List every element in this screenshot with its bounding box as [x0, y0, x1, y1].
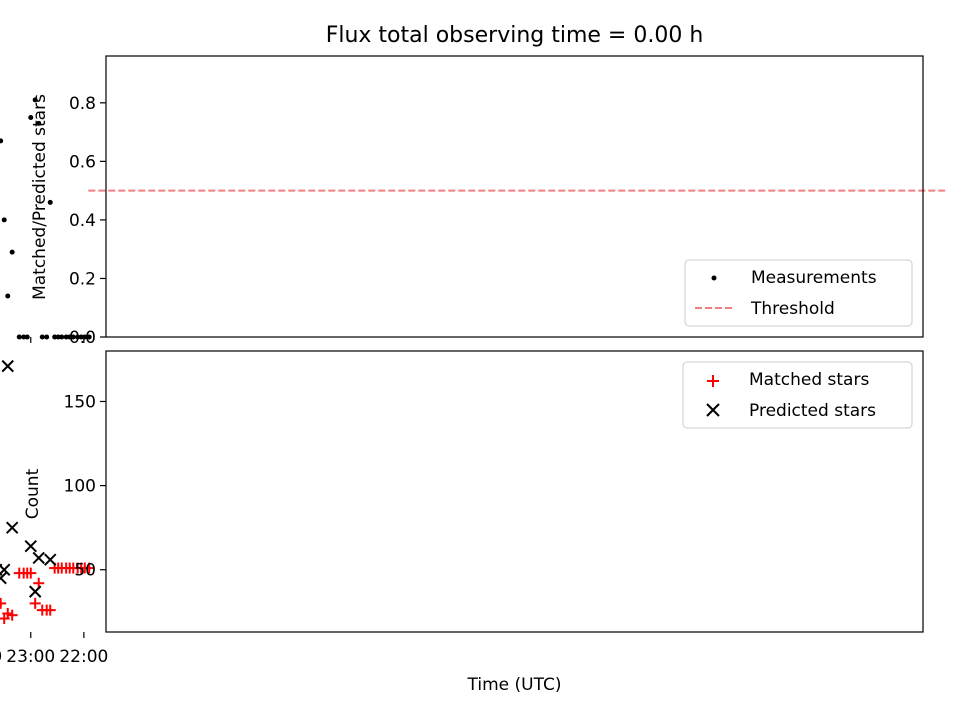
top-x-ticks	[30, 337, 85, 343]
bottom-legend: Matched stars Predicted stars	[682, 361, 913, 429]
top-y-tick-label: 0.8	[69, 94, 96, 114]
top-y-axis-label: Matched/Predicted stars	[30, 94, 50, 300]
bottom-frame	[105, 350, 924, 633]
top-axes: 0.00.20.40.60.8 Matched/Predicted stars …	[0, 55, 946, 348]
top-y-tick-label: 0.4	[69, 211, 96, 231]
matched-star-point	[0, 597, 7, 609]
predicted-star-point	[1, 359, 14, 373]
top-y-tick-label: 0.0	[69, 328, 96, 348]
bottom-x-ticks: 22:0023:0000:0001:0002:0003:0004:0005:00…	[0, 632, 108, 667]
matched-star-point	[29, 597, 41, 609]
predicted-star-point	[0, 571, 7, 585]
measurement-point	[9, 249, 15, 255]
measurement-point	[1, 217, 7, 223]
measurement-point	[32, 97, 38, 103]
bottom-marks	[0, 359, 95, 625]
measurement-point	[0, 138, 4, 144]
measurement-point	[67, 334, 73, 340]
measurement-point	[59, 334, 65, 340]
predicted-star-point	[28, 585, 42, 598]
measurement-point	[75, 334, 81, 340]
bottom-y-tick-label: 50	[74, 561, 96, 581]
chart-title: Flux total observing time = 0.00 h	[326, 23, 704, 48]
bottom-y-tick-label: 100	[64, 477, 96, 497]
bottom-y-tick-label: 150	[64, 392, 96, 412]
legend-measurements-label: Measurements	[751, 268, 877, 288]
measurement-point	[44, 334, 50, 340]
predicted-star-point	[44, 553, 57, 566]
predicted-star-point	[5, 521, 19, 534]
top-marks	[0, 97, 946, 340]
measurement-point	[36, 120, 42, 126]
top-legend-box	[684, 259, 913, 327]
measurement-point	[78, 334, 84, 340]
measurement-point	[16, 334, 22, 340]
matched-star-point	[0, 613, 10, 625]
x-tick-label: 00:00	[0, 647, 2, 667]
bottom-y-axis-label: Count	[23, 468, 43, 519]
top-y-ticks: 0.0 0.2 0.4 0.6 0.8	[69, 94, 106, 348]
measurement-point	[52, 334, 58, 340]
predicted-star-point	[24, 539, 37, 553]
measurement-point	[86, 334, 92, 340]
x-tick-label: 23:00	[6, 647, 55, 667]
matched-star-point	[36, 604, 48, 616]
bottom-legend-box	[682, 361, 913, 429]
top-legend: Measurements Threshold	[684, 259, 913, 327]
predicted-star-point	[32, 551, 45, 565]
matched-star-point	[13, 567, 25, 579]
x-tick-label: 22:00	[59, 647, 108, 667]
top-y-tick-label: 0.2	[69, 269, 96, 289]
measurement-point	[63, 334, 69, 340]
measurement-point	[47, 199, 53, 205]
measurement-point	[39, 334, 45, 340]
measurement-point	[24, 334, 30, 340]
measurement-point	[28, 114, 34, 120]
legend-matched-label: Matched stars	[749, 370, 869, 390]
legend-matched-marker	[707, 375, 719, 387]
legend-measurements-marker	[711, 275, 717, 281]
bottom-y-ticks: 50 100 150	[64, 392, 106, 581]
top-frame	[105, 55, 924, 338]
legend-predicted-marker	[706, 403, 720, 417]
measurement-point	[70, 334, 76, 340]
x-axis-label: Time (UTC)	[467, 675, 562, 695]
legend-threshold-label: Threshold	[750, 299, 835, 319]
measurement-point	[21, 334, 27, 340]
legend-predicted-label: Predicted stars	[749, 401, 876, 421]
measurement-point	[5, 293, 11, 299]
top-y-tick-label: 0.6	[69, 152, 96, 172]
measurement-point	[55, 334, 61, 340]
